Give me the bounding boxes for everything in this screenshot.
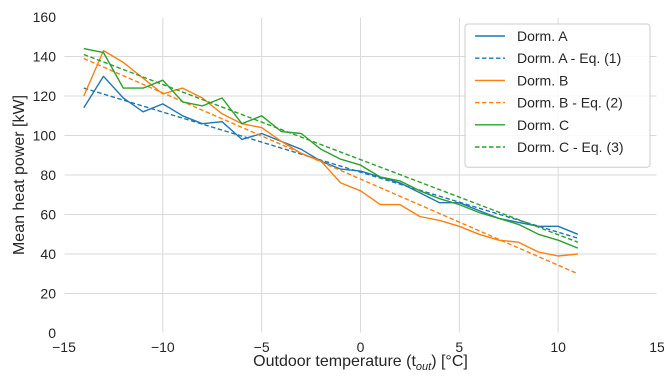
y-tick-label: 0 <box>48 325 56 341</box>
y-tick-label: 60 <box>40 207 56 223</box>
series-line-dorm-c <box>83 47 579 249</box>
legend-label: Dorm. A <box>517 28 568 44</box>
x-tick-label: −15 <box>52 339 76 355</box>
y-axis-title: Mean heat power [kW] <box>11 95 28 255</box>
x-tick-label: 0 <box>357 339 365 355</box>
x-tick-label: −10 <box>151 339 175 355</box>
series-layer <box>83 47 579 275</box>
y-tick-label: 80 <box>40 167 56 183</box>
y-tick-label: 120 <box>33 88 57 104</box>
legend-items: Dorm. A Dorm. A - Eq. (1) Dorm. B Dorm. B -… <box>475 28 624 155</box>
x-tick-label: 10 <box>550 339 566 355</box>
x-tick-label: 15 <box>649 339 664 355</box>
y-tick-label: 20 <box>40 286 56 302</box>
y-tick-labels: 0 20 40 60 80 100 120 140 160 <box>33 9 57 341</box>
legend: Dorm. A Dorm. A - Eq. (1) Dorm. B Dorm. B -… <box>464 23 651 168</box>
legend-label: Dorm. C - Eq. (3) <box>517 139 624 155</box>
series-line-dorm-a-eq-1 <box>83 87 579 239</box>
x-tick-labels: −15 −10 −5 0 5 10 15 <box>52 339 664 355</box>
series-line-dorm-c-eq-3 <box>83 53 579 243</box>
legend-label: Dorm. B - Eq. (2) <box>517 95 623 111</box>
legend-label: Dorm. A - Eq. (1) <box>517 50 621 66</box>
y-tick-label: 140 <box>33 49 57 65</box>
legend-box <box>464 23 651 168</box>
x-axis-title-suffix: ) [°C] <box>431 353 468 370</box>
y-tick-label: 100 <box>33 128 57 144</box>
x-axis-title: Outdoor temperature (tout) [°C] <box>253 353 468 373</box>
x-tick-label: −5 <box>254 339 270 355</box>
legend-label: Dorm. C <box>517 117 569 133</box>
y-tick-label: 160 <box>33 9 57 25</box>
series-line-dorm-b-eq-2 <box>83 57 579 275</box>
x-tick-label: 5 <box>455 339 463 355</box>
legend-label: Dorm. B <box>517 72 568 88</box>
y-tick-label: 40 <box>40 246 56 262</box>
x-axis-title-prefix: Outdoor temperature (t <box>253 353 416 370</box>
series-line-dorm-b <box>83 49 578 257</box>
plot-frame <box>63 16 658 334</box>
x-axis-title-sub: out <box>416 361 432 373</box>
